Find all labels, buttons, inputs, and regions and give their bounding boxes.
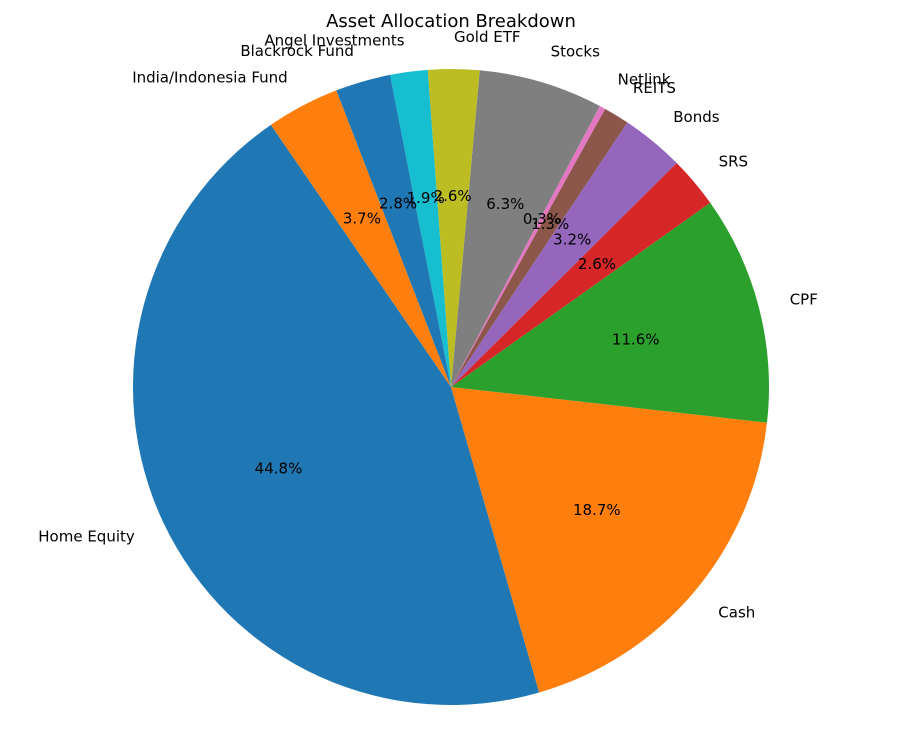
pie-pct-label-cash: 18.7% (573, 501, 621, 519)
chart-title: Asset Allocation Breakdown (326, 11, 576, 32)
pie-slice-stocks (451, 70, 600, 387)
pie-pct-label-cpf: 11.6% (612, 330, 660, 348)
pie-pct-label-india-indonesia-fund: 3.7% (343, 209, 381, 227)
pie-category-label-netlink: Netlink (618, 70, 671, 88)
pie-pct-label-reits: 1.3% (531, 215, 569, 233)
pie-slice-blackrock-fund (336, 74, 451, 388)
pie-pct-label-stocks: 6.3% (486, 195, 524, 213)
pie-slice-india-indonesia-fund (270, 90, 451, 387)
pie-percent-labels: 44.8%18.7%11.6%2.6%3.2%1.3%0.3%6.3%2.6%1… (255, 187, 660, 519)
pie-category-label-angel-investments: Angel Investments (264, 31, 404, 49)
pie-category-label-gold-etf: Gold ETF (454, 28, 521, 46)
pie-pct-label-bonds: 3.2% (553, 231, 591, 249)
pie-slice-cash (451, 387, 767, 693)
pie-category-label-stocks: Stocks (551, 43, 601, 61)
pie-slice-netlink (451, 105, 606, 387)
pie-category-label-india-indonesia-fund: India/Indonesia Fund (132, 69, 288, 87)
pie-pct-label-netlink: 0.3% (523, 210, 561, 228)
pie-category-label-cpf: CPF (790, 291, 818, 309)
pie-category-label-reits: REITS (633, 79, 676, 97)
pie-category-label-bonds: Bonds (673, 108, 719, 126)
pie-category-label-cash: Cash (718, 604, 755, 622)
pie-pct-label-blackrock-fund: 2.8% (379, 195, 417, 213)
pie-pct-label-home-equity: 44.8% (255, 460, 303, 478)
pie-slice-home-equity (133, 124, 540, 705)
pie-slice-bonds (451, 122, 677, 388)
pie-slice-angel-investments (390, 69, 451, 387)
pie-slice-cpf (451, 202, 769, 423)
pie-pct-label-srs: 2.6% (578, 255, 616, 273)
pie-pct-label-angel-investments: 1.9% (407, 189, 445, 207)
pie-category-label-blackrock-fund: Blackrock Fund (240, 42, 354, 60)
pie-pct-label-gold-etf: 2.6% (434, 187, 472, 205)
pie-category-label-srs: SRS (719, 153, 748, 171)
pie-slice-srs (451, 163, 711, 387)
pie-slice-gold-etf (427, 68, 480, 387)
pie-slice-reits (451, 108, 628, 388)
pie-category-label-home-equity: Home Equity (38, 527, 135, 545)
pie-slices (133, 68, 769, 705)
